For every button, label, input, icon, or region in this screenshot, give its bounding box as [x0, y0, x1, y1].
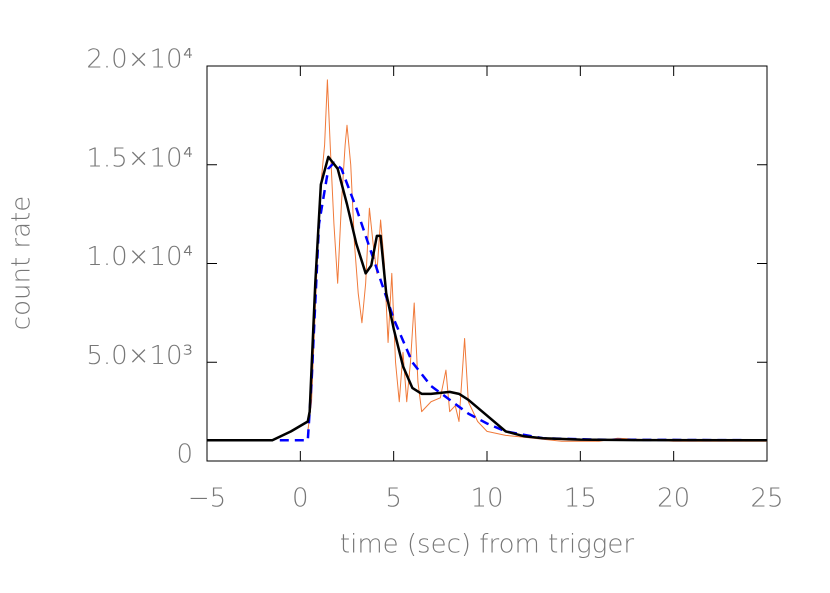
x-tick-label: 15 — [564, 484, 597, 514]
y-axis-label: count rate — [7, 196, 37, 330]
y-tick-label: 5.0×10³ — [86, 341, 193, 371]
data-line — [307, 79, 767, 442]
plot-frame — [206, 65, 768, 462]
x-tick-label: −5 — [188, 484, 226, 514]
x-tick-label: 0 — [292, 484, 309, 514]
y-tick-label: 2.0×10⁴ — [86, 45, 193, 75]
y-tick-label: 1.5×10⁴ — [86, 143, 193, 173]
data-line — [207, 155, 768, 442]
y-tick-label: 0 — [176, 440, 193, 470]
x-tick-label: 10 — [470, 484, 503, 514]
x-tick-label: 5 — [385, 484, 402, 514]
x-tick-label: 20 — [657, 484, 690, 514]
y-tick-label: 1.0×10⁴ — [86, 242, 193, 272]
x-axis-label: time (sec) from trigger — [340, 530, 634, 560]
x-tick-label: 25 — [750, 484, 783, 514]
